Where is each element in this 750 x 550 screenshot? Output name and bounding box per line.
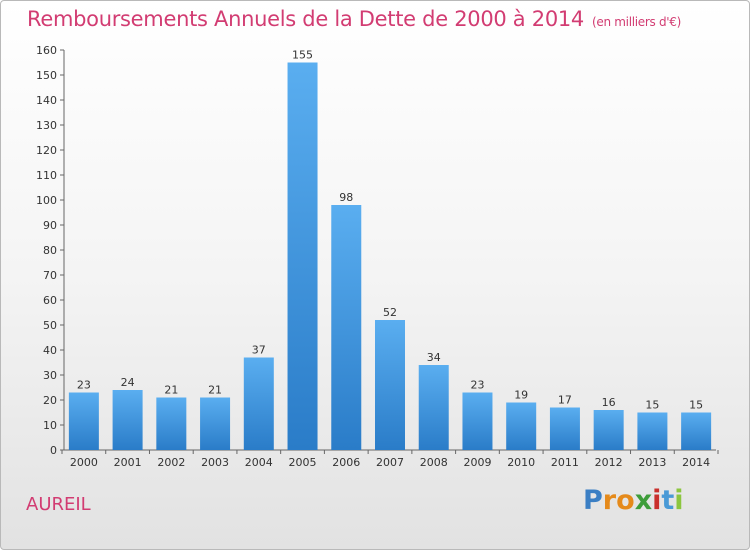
y-tick-label: 130 [36, 119, 57, 132]
bar-2007 [375, 320, 405, 450]
value-label-2011: 17 [558, 394, 572, 407]
proxiti-logo: Proxiti [583, 485, 684, 516]
x-tick-label-2005: 2005 [289, 456, 317, 469]
value-label-2002: 21 [164, 384, 178, 397]
y-tick-label: 50 [43, 319, 57, 332]
x-tick-label-2008: 2008 [420, 456, 448, 469]
bar-2003 [200, 397, 231, 450]
bar-2001 [112, 390, 143, 450]
bar-2013 [637, 412, 668, 450]
x-tick-label-2013: 2013 [638, 456, 666, 469]
x-tick-label-2007: 2007 [376, 456, 404, 469]
city-name: AUREIL [26, 494, 91, 515]
y-tick-label: 90 [43, 219, 57, 232]
y-tick-label: 120 [36, 144, 57, 157]
y-tick-label: 60 [43, 294, 57, 307]
y-tick-label: 70 [43, 269, 57, 282]
value-label-2013: 15 [645, 399, 659, 412]
bar-2000 [68, 392, 99, 450]
bar-2004 [243, 357, 274, 450]
bar-2010 [506, 402, 537, 450]
value-label-2012: 16 [602, 396, 616, 409]
value-label-2008: 34 [427, 351, 441, 364]
value-label-2007: 52 [383, 306, 397, 319]
value-label-2014: 15 [689, 399, 703, 412]
value-label-2001: 24 [121, 376, 135, 389]
value-label-2010: 19 [514, 389, 528, 402]
value-labels: 23 24 21 21 37 155 98 52 34 23 19 17 16 15 15 [77, 49, 703, 412]
value-label-2006: 98 [339, 191, 353, 204]
x-tick-label-2011: 2011 [551, 456, 579, 469]
value-label-2003: 21 [208, 384, 222, 397]
x-tick-label-2001: 2001 [114, 456, 142, 469]
chart-title-text: Remboursements Annuels de la Dette de 20… [27, 7, 584, 31]
bar-2006 [331, 205, 362, 450]
y-tick-label: 30 [43, 369, 57, 382]
y-tick-label: 0 [50, 444, 57, 457]
x-tick-label-2004: 2004 [245, 456, 273, 469]
bar-2002 [156, 397, 187, 450]
value-label-2004: 37 [252, 344, 266, 357]
x-tick-label-2000: 2000 [70, 456, 98, 469]
x-tick-label-2003: 2003 [201, 456, 229, 469]
bar-series [68, 62, 712, 450]
y-tick-label: 140 [36, 94, 57, 107]
bar-2011 [549, 407, 580, 450]
x-tick-label-2012: 2012 [595, 456, 623, 469]
y-tick-label: 110 [36, 169, 57, 182]
bar-2014 [681, 412, 712, 450]
x-tick-label-2014: 2014 [682, 456, 710, 469]
x-tick-label-2009: 2009 [463, 456, 491, 469]
y-tick-label: 20 [43, 394, 57, 407]
bar-2012 [593, 410, 624, 450]
chart-title: Remboursements Annuels de la Dette de 20… [27, 7, 681, 31]
y-tick-label: 160 [36, 44, 57, 57]
x-tick-label-2010: 2010 [507, 456, 535, 469]
bar-2008 [418, 365, 449, 450]
y-tick-label: 40 [43, 344, 57, 357]
value-label-2009: 23 [470, 379, 484, 392]
value-label-2000: 23 [77, 379, 91, 392]
y-tick-label: 10 [43, 419, 57, 432]
bar-2009 [462, 392, 493, 450]
x-tick-label-2006: 2006 [332, 456, 360, 469]
value-label-2005: 155 [292, 49, 313, 62]
y-tick-label: 150 [36, 69, 57, 82]
bar-2005 [287, 62, 318, 450]
chart-subtitle: (en milliers d'€) [592, 15, 682, 29]
y-tick-label: 80 [43, 244, 57, 257]
x-tick-label-2002: 2002 [157, 456, 185, 469]
y-tick-label: 100 [36, 194, 57, 207]
